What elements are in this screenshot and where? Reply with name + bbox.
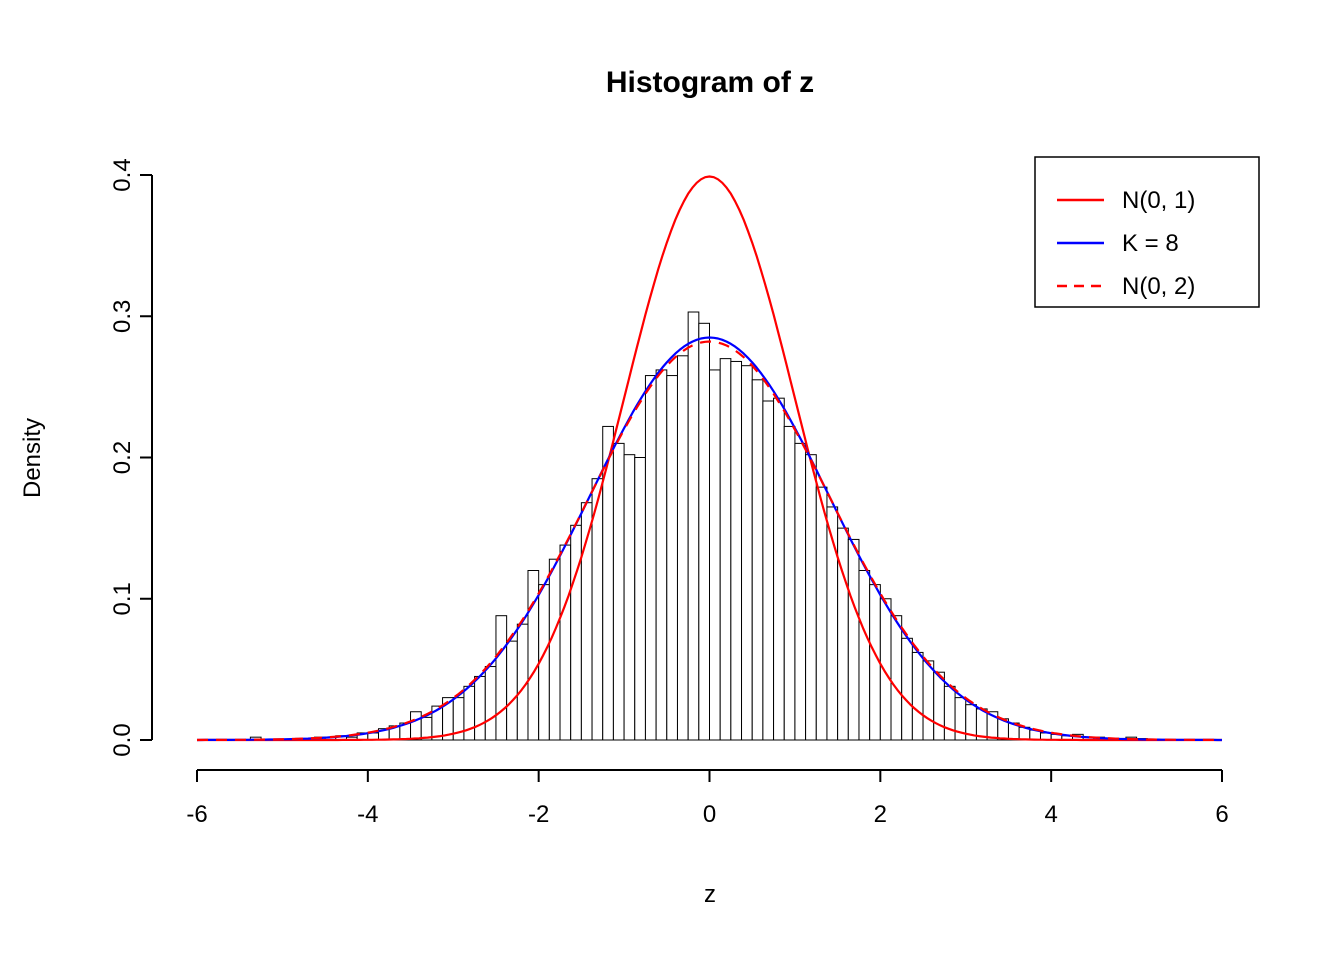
histogram-bar (943, 685, 956, 741)
x-tick-label: 4 (1044, 801, 1057, 828)
legend-label-n02: N(0, 2) (1122, 273, 1195, 300)
histogram-bar (548, 558, 561, 741)
histogram-bar (847, 538, 860, 741)
y-tick-label: 0.3 (109, 300, 136, 333)
histogram-bar (730, 360, 743, 741)
histogram-bar (890, 615, 903, 741)
histogram-bar (484, 666, 497, 741)
y-axis-label: Density (19, 418, 46, 498)
x-axis-label: z (704, 881, 716, 908)
histogram-bar (655, 369, 668, 741)
histogram-bar (463, 685, 476, 741)
histogram-bar (858, 570, 871, 741)
curve-n02 (196, 340, 1223, 742)
histogram-bar (495, 615, 508, 741)
curve-n01 (197, 175, 1222, 742)
histogram-bar (933, 671, 945, 741)
histogram-bar (559, 544, 572, 741)
legend: N(0, 1) K = 8 N(0, 2) (1034, 156, 1260, 308)
legend-label-k8: K = 8 (1122, 230, 1179, 257)
histogram-bar (709, 369, 721, 741)
histogram-bar (666, 375, 678, 741)
x-tick-label: 6 (1215, 801, 1228, 828)
histogram-bar (773, 397, 785, 741)
histogram-bar (794, 442, 807, 741)
histogram-bar (687, 311, 700, 741)
histogram-bar (741, 365, 753, 741)
y-tick-label: 0.0 (109, 723, 136, 756)
x-tick-label: -6 (186, 801, 207, 828)
histogram-bar (634, 457, 646, 741)
density-curves (196, 175, 1223, 742)
histogram-bar (676, 355, 689, 741)
y-tick-label: 0.2 (109, 441, 136, 474)
histogram-bar (901, 637, 913, 741)
histogram-bar (612, 442, 625, 741)
y-tick-label: 0.1 (109, 582, 136, 615)
histogram-bar (815, 486, 828, 741)
histogram-bar (644, 375, 657, 741)
histogram-bar (805, 454, 817, 741)
x-tick-label: -2 (528, 801, 549, 828)
axes: -6 -4 -2 0 2 4 6 0.0 0.1 0.2 0.3 0.4 (109, 158, 1229, 828)
histogram-bar (410, 711, 422, 741)
x-tick-label: 0 (703, 801, 716, 828)
x-tick-label: 2 (874, 801, 887, 828)
histogram-bar (783, 425, 796, 741)
histogram-bar (623, 454, 636, 741)
legend-box (1034, 156, 1260, 308)
histogram-bar (570, 524, 582, 741)
y-tick-label: 0.4 (109, 158, 136, 191)
histogram-bar (922, 660, 935, 741)
histogram-bar (719, 358, 732, 741)
chart-title: Histogram of z (606, 66, 814, 99)
histogram-bar (474, 675, 486, 741)
histogram-bar (762, 400, 775, 741)
histogram-bar (879, 598, 892, 741)
histogram-bar (911, 651, 924, 741)
histogram-bar (698, 322, 711, 741)
legend-label-n01: N(0, 1) (1122, 187, 1195, 214)
histogram-bar (506, 640, 518, 741)
histogram-bars (249, 311, 1148, 741)
x-tick-label: -4 (357, 801, 378, 828)
histogram-bar (751, 379, 764, 741)
